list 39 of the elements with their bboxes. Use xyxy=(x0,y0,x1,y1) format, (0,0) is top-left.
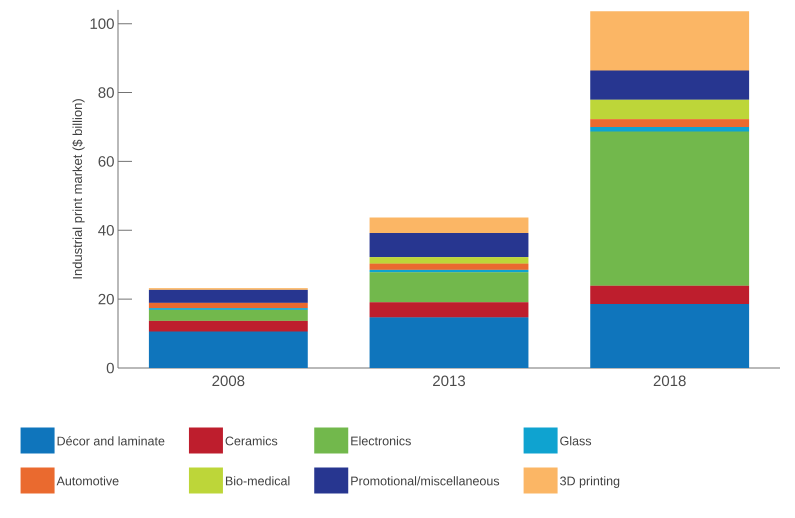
bar xyxy=(370,257,528,264)
legend-label: Décor and laminate xyxy=(58,436,164,446)
bar xyxy=(590,11,750,71)
bar xyxy=(148,320,308,332)
y-tick-label: 40 xyxy=(98,224,114,236)
bar xyxy=(370,270,528,272)
bar xyxy=(370,272,528,302)
y-axis-title: Industrial print market ($ billion) xyxy=(72,99,85,278)
bar xyxy=(370,317,528,368)
bar xyxy=(370,264,528,270)
bar xyxy=(590,119,750,127)
x-tick-label: 2008 xyxy=(212,376,244,386)
y-tick-label: 80 xyxy=(98,87,114,98)
legend-label: Ceramics xyxy=(226,436,278,446)
bar xyxy=(590,100,750,120)
legend-label: Electronics xyxy=(351,436,411,446)
bar xyxy=(590,286,750,304)
bar xyxy=(148,302,308,308)
bar xyxy=(148,332,308,368)
x-tick-label: 2013 xyxy=(433,376,466,386)
bar xyxy=(590,131,750,286)
legend-label: Promotional/miscellaneous xyxy=(351,476,500,486)
bar xyxy=(370,233,528,258)
y-tick-label: 20 xyxy=(98,294,114,304)
bar xyxy=(148,290,308,303)
bar xyxy=(590,70,750,100)
legend-label: Glass xyxy=(560,436,592,446)
bar xyxy=(590,304,750,368)
legend-label: Bio-medical xyxy=(226,476,290,486)
x-tick-label: 2018 xyxy=(654,376,686,386)
y-tick-label: 100 xyxy=(90,18,114,29)
bar xyxy=(370,302,528,318)
bar xyxy=(148,310,308,321)
legend-label: 3D printing xyxy=(560,476,620,488)
legend-label: Automotive xyxy=(56,476,119,486)
y-tick-label: 60 xyxy=(98,156,114,167)
y-tick-label: 0 xyxy=(106,362,114,374)
bar xyxy=(590,126,750,132)
bar xyxy=(370,218,528,234)
